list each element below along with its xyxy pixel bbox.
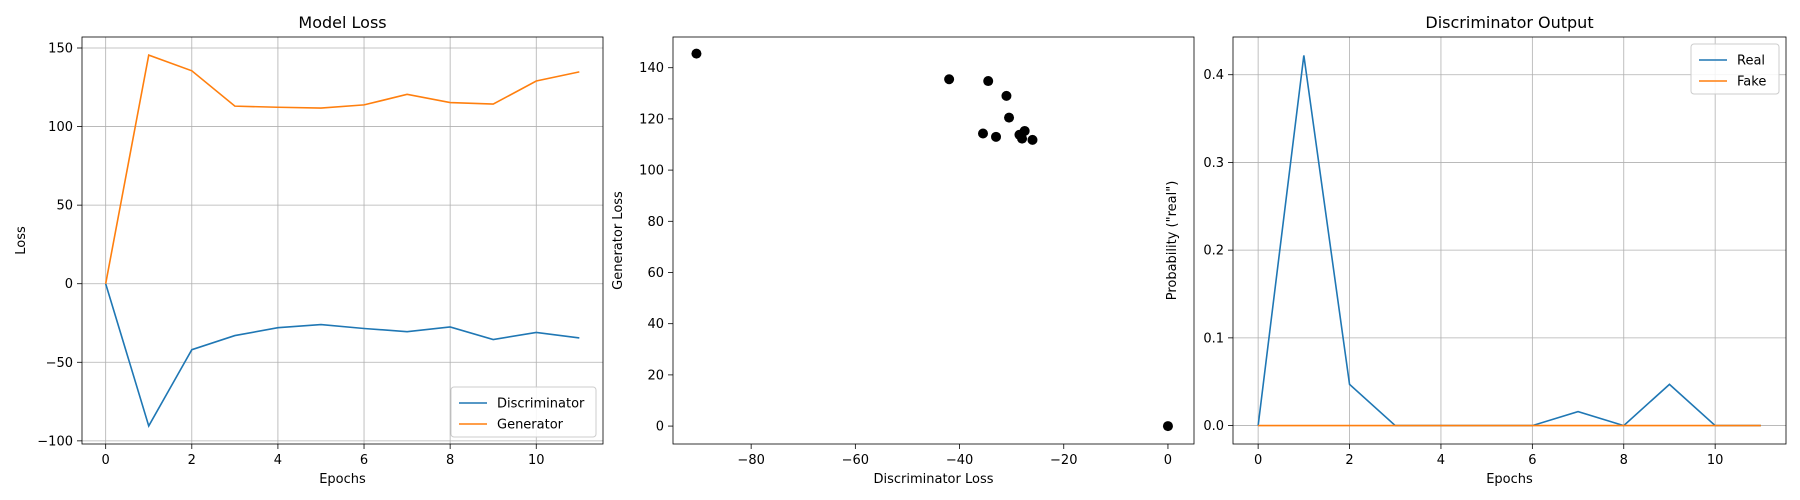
scatter-point xyxy=(1001,90,1012,101)
x-axis-label: Epochs xyxy=(1486,472,1533,487)
y-tick-label: −100 xyxy=(37,434,73,449)
y-tick-label: −50 xyxy=(46,356,73,371)
y-tick-label: 0.3 xyxy=(1203,156,1224,171)
x-tick-label: −40 xyxy=(946,453,973,468)
x-tick-label: 10 xyxy=(1707,453,1724,468)
y-tick-label: 80 xyxy=(647,215,664,230)
x-tick-label: 2 xyxy=(1345,453,1353,468)
legend-label-real: Real xyxy=(1737,54,1765,69)
grid xyxy=(82,37,603,444)
plot-title: Discriminator Output xyxy=(1425,13,1593,32)
y-tick-label: 100 xyxy=(48,120,73,135)
x-tick-label: −80 xyxy=(737,453,764,468)
y-tick-label: 0 xyxy=(656,420,664,435)
x-tick-label: 8 xyxy=(1620,453,1628,468)
scatter-point xyxy=(1017,133,1028,144)
y-tick-label: 40 xyxy=(647,317,664,332)
x-axis-label: Epochs xyxy=(319,472,366,487)
y-tick-label: 60 xyxy=(647,266,664,281)
x-tick-label: −60 xyxy=(842,453,869,468)
scatter-point xyxy=(1004,112,1015,123)
scatter-point xyxy=(991,131,1002,142)
subplot-3: 0 2 4 6 8 10 0.0 0.1 0.2 0.3 0.4 Discriminator Outp… xyxy=(1165,13,1787,487)
y-tick-label: 0.4 xyxy=(1203,68,1224,83)
x-tick-label: 6 xyxy=(360,453,368,468)
series-line-discriminator xyxy=(104,283,580,428)
y-tick-label: 120 xyxy=(639,112,664,127)
legend-label-discriminator: Discriminator xyxy=(497,397,585,412)
legend: Discriminator Generator xyxy=(450,386,597,438)
plot-title: Model Loss xyxy=(298,13,386,32)
y-axis-label: Loss xyxy=(14,226,29,255)
series-line-generator xyxy=(104,53,580,284)
y-tick-label: 50 xyxy=(56,199,73,214)
y-tick-label: 0.1 xyxy=(1203,331,1224,346)
scatter-point xyxy=(691,48,702,59)
x-tick-label: 10 xyxy=(528,453,545,468)
x-tick-label: 6 xyxy=(1528,453,1536,468)
y-tick-label: 0.2 xyxy=(1203,244,1224,259)
scatter-point xyxy=(983,76,994,87)
x-tick-label: 2 xyxy=(188,453,196,468)
scatter-point xyxy=(977,128,988,139)
subplot-2: −80 −60 −40 −20 0 0 20 40 60 80 100 120 140 Discrimin… xyxy=(611,36,1195,487)
scatter-point xyxy=(1027,134,1038,145)
x-axis-label: Discriminator Loss xyxy=(873,472,993,487)
axes-frame xyxy=(81,36,604,445)
x-tick-label: 4 xyxy=(1437,453,1445,468)
plot-area xyxy=(1233,37,1786,444)
scatter-point xyxy=(1019,125,1030,136)
x-tick-label: 8 xyxy=(446,453,454,468)
legend: Real Fake xyxy=(1690,43,1780,95)
y-axis-label: Probability ("real") xyxy=(1165,181,1180,301)
x-tick-label: 0 xyxy=(102,453,110,468)
axes-frame xyxy=(672,36,1195,445)
y-tick-label: 140 xyxy=(639,61,664,76)
x-tick-label: 4 xyxy=(274,453,282,468)
plot-area xyxy=(82,37,603,444)
plot-area xyxy=(673,37,1194,444)
legend-label-fake: Fake xyxy=(1737,75,1766,90)
axes-frame xyxy=(1232,36,1787,445)
scatter-point xyxy=(944,74,955,85)
y-tick-label: 0.0 xyxy=(1203,419,1224,434)
y-tick-label: 20 xyxy=(647,368,664,383)
x-tick-label: 0 xyxy=(1254,453,1262,468)
y-axis-label: Generator Loss xyxy=(611,191,626,290)
legend-box xyxy=(450,386,597,438)
x-tick-label: 0 xyxy=(1164,453,1172,468)
x-tick-label: −20 xyxy=(1050,453,1077,468)
y-tick-label: 150 xyxy=(48,42,73,57)
legend-label-generator: Generator xyxy=(497,418,564,433)
y-tick-label: 100 xyxy=(639,164,664,179)
y-tick-label: 0 xyxy=(65,277,73,292)
scatter-point xyxy=(1162,421,1173,432)
subplot-1: 0 2 4 6 8 10 −100 −50 0 50 100 150 Model Loss Epochs L… xyxy=(14,13,604,487)
